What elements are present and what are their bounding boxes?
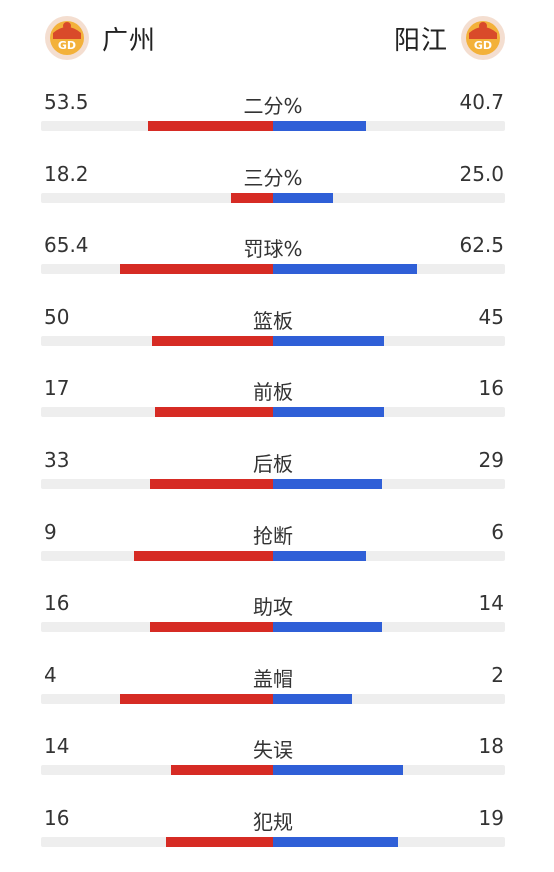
comparison-track (41, 335, 505, 346)
stat-row: 4 盖帽 2 (0, 657, 554, 729)
home-stat-value: 33 (44, 447, 70, 472)
home-stat-value: 65.4 (44, 233, 89, 258)
home-bar (150, 622, 273, 633)
home-team-logo-icon: GD (45, 16, 89, 60)
stat-label: 后板 (253, 451, 293, 476)
stat-row: 18.2 三分% 25.0 (0, 156, 554, 228)
away-logo-text: GD (474, 39, 492, 52)
away-bar (273, 765, 403, 776)
comparison-track (41, 478, 505, 489)
comparison-track (41, 264, 505, 275)
home-bar (148, 121, 273, 131)
stat-row: 14 失误 18 (0, 728, 554, 800)
comparison-track (41, 765, 505, 776)
stat-row: 9 抢断 6 (0, 514, 554, 586)
away-stat-value: 25.0 (459, 161, 504, 186)
away-bar (273, 407, 384, 418)
home-bar (152, 335, 273, 346)
away-stat-value: 62.5 (459, 233, 504, 258)
home-bar (231, 192, 273, 203)
stat-label: 抢断 (253, 523, 293, 548)
away-bar (273, 836, 398, 847)
away-stat-value: 40.7 (459, 90, 504, 114)
comparison-track (41, 622, 505, 633)
away-stat-value: 6 (491, 519, 504, 544)
away-bar (273, 264, 417, 275)
away-team[interactable]: 阳江 GD (394, 14, 506, 62)
home-stat-value: 53.5 (44, 90, 89, 114)
stats-comparison-list: 53.5 二分% 40.7 18.2 三分% 25.0 65.4 罚球% 62.5 50 篮板 45 1… (0, 84, 554, 872)
away-stat-value: 14 (478, 591, 504, 616)
home-stat-value: 18.2 (44, 161, 89, 186)
away-stat-value: 19 (478, 805, 504, 830)
stat-row: 16 犯规 19 (0, 800, 554, 872)
comparison-track (41, 550, 505, 561)
away-bar (273, 192, 333, 203)
away-stat-value: 16 (478, 376, 504, 401)
home-bar (134, 550, 273, 561)
home-bar (166, 836, 273, 847)
away-stat-value: 2 (491, 662, 504, 687)
comparison-track (41, 192, 505, 203)
home-stat-value: 14 (44, 734, 70, 759)
stat-label: 前板 (253, 380, 293, 405)
away-stat-value: 18 (478, 734, 504, 759)
home-bar (171, 765, 273, 776)
home-bar (120, 693, 273, 704)
home-bar (155, 407, 273, 418)
home-bar (150, 478, 273, 489)
stat-row: 65.4 罚球% 62.5 (0, 227, 554, 299)
away-bar (273, 693, 352, 704)
away-team-logo-icon: GD (461, 16, 505, 60)
home-stat-value: 16 (44, 805, 70, 830)
away-bar (273, 478, 382, 489)
home-team-name: 广州 (102, 25, 157, 56)
stat-label: 二分% (243, 94, 303, 118)
stat-row: 17 前板 16 (0, 370, 554, 442)
stat-label: 助攻 (253, 595, 293, 620)
stat-row: 33 后板 29 (0, 442, 554, 514)
stat-row: 16 助攻 14 (0, 585, 554, 657)
comparison-track (41, 121, 505, 131)
home-stat-value: 9 (44, 519, 57, 544)
away-team-name: 阳江 (393, 25, 448, 56)
home-stat-value: 50 (44, 304, 70, 329)
comparison-track (41, 693, 505, 704)
stat-row: 53.5 二分% 40.7 (0, 84, 554, 156)
home-bar (120, 264, 273, 275)
stat-label: 犯规 (253, 809, 293, 834)
home-team[interactable]: GD 广州 (44, 14, 156, 62)
comparison-track (41, 836, 505, 847)
stat-label: 失误 (253, 738, 293, 763)
away-bar (273, 550, 366, 561)
away-bar (273, 121, 366, 131)
stat-label: 三分% (243, 165, 303, 190)
stat-label: 罚球% (243, 237, 303, 262)
home-stat-value: 17 (44, 376, 70, 401)
stat-label: 盖帽 (253, 666, 293, 691)
home-stat-value: 4 (44, 662, 57, 687)
stat-row: 50 篮板 45 (0, 299, 554, 371)
away-stat-value: 45 (478, 304, 504, 329)
home-logo-text: GD (58, 39, 76, 52)
away-stat-value: 29 (478, 447, 504, 472)
comparison-track (41, 407, 505, 418)
teams-header: GD 广州 阳江 GD (0, 0, 554, 80)
away-bar (273, 335, 384, 346)
away-bar (273, 622, 382, 633)
home-stat-value: 16 (44, 591, 70, 616)
stat-label: 篮板 (253, 308, 293, 333)
